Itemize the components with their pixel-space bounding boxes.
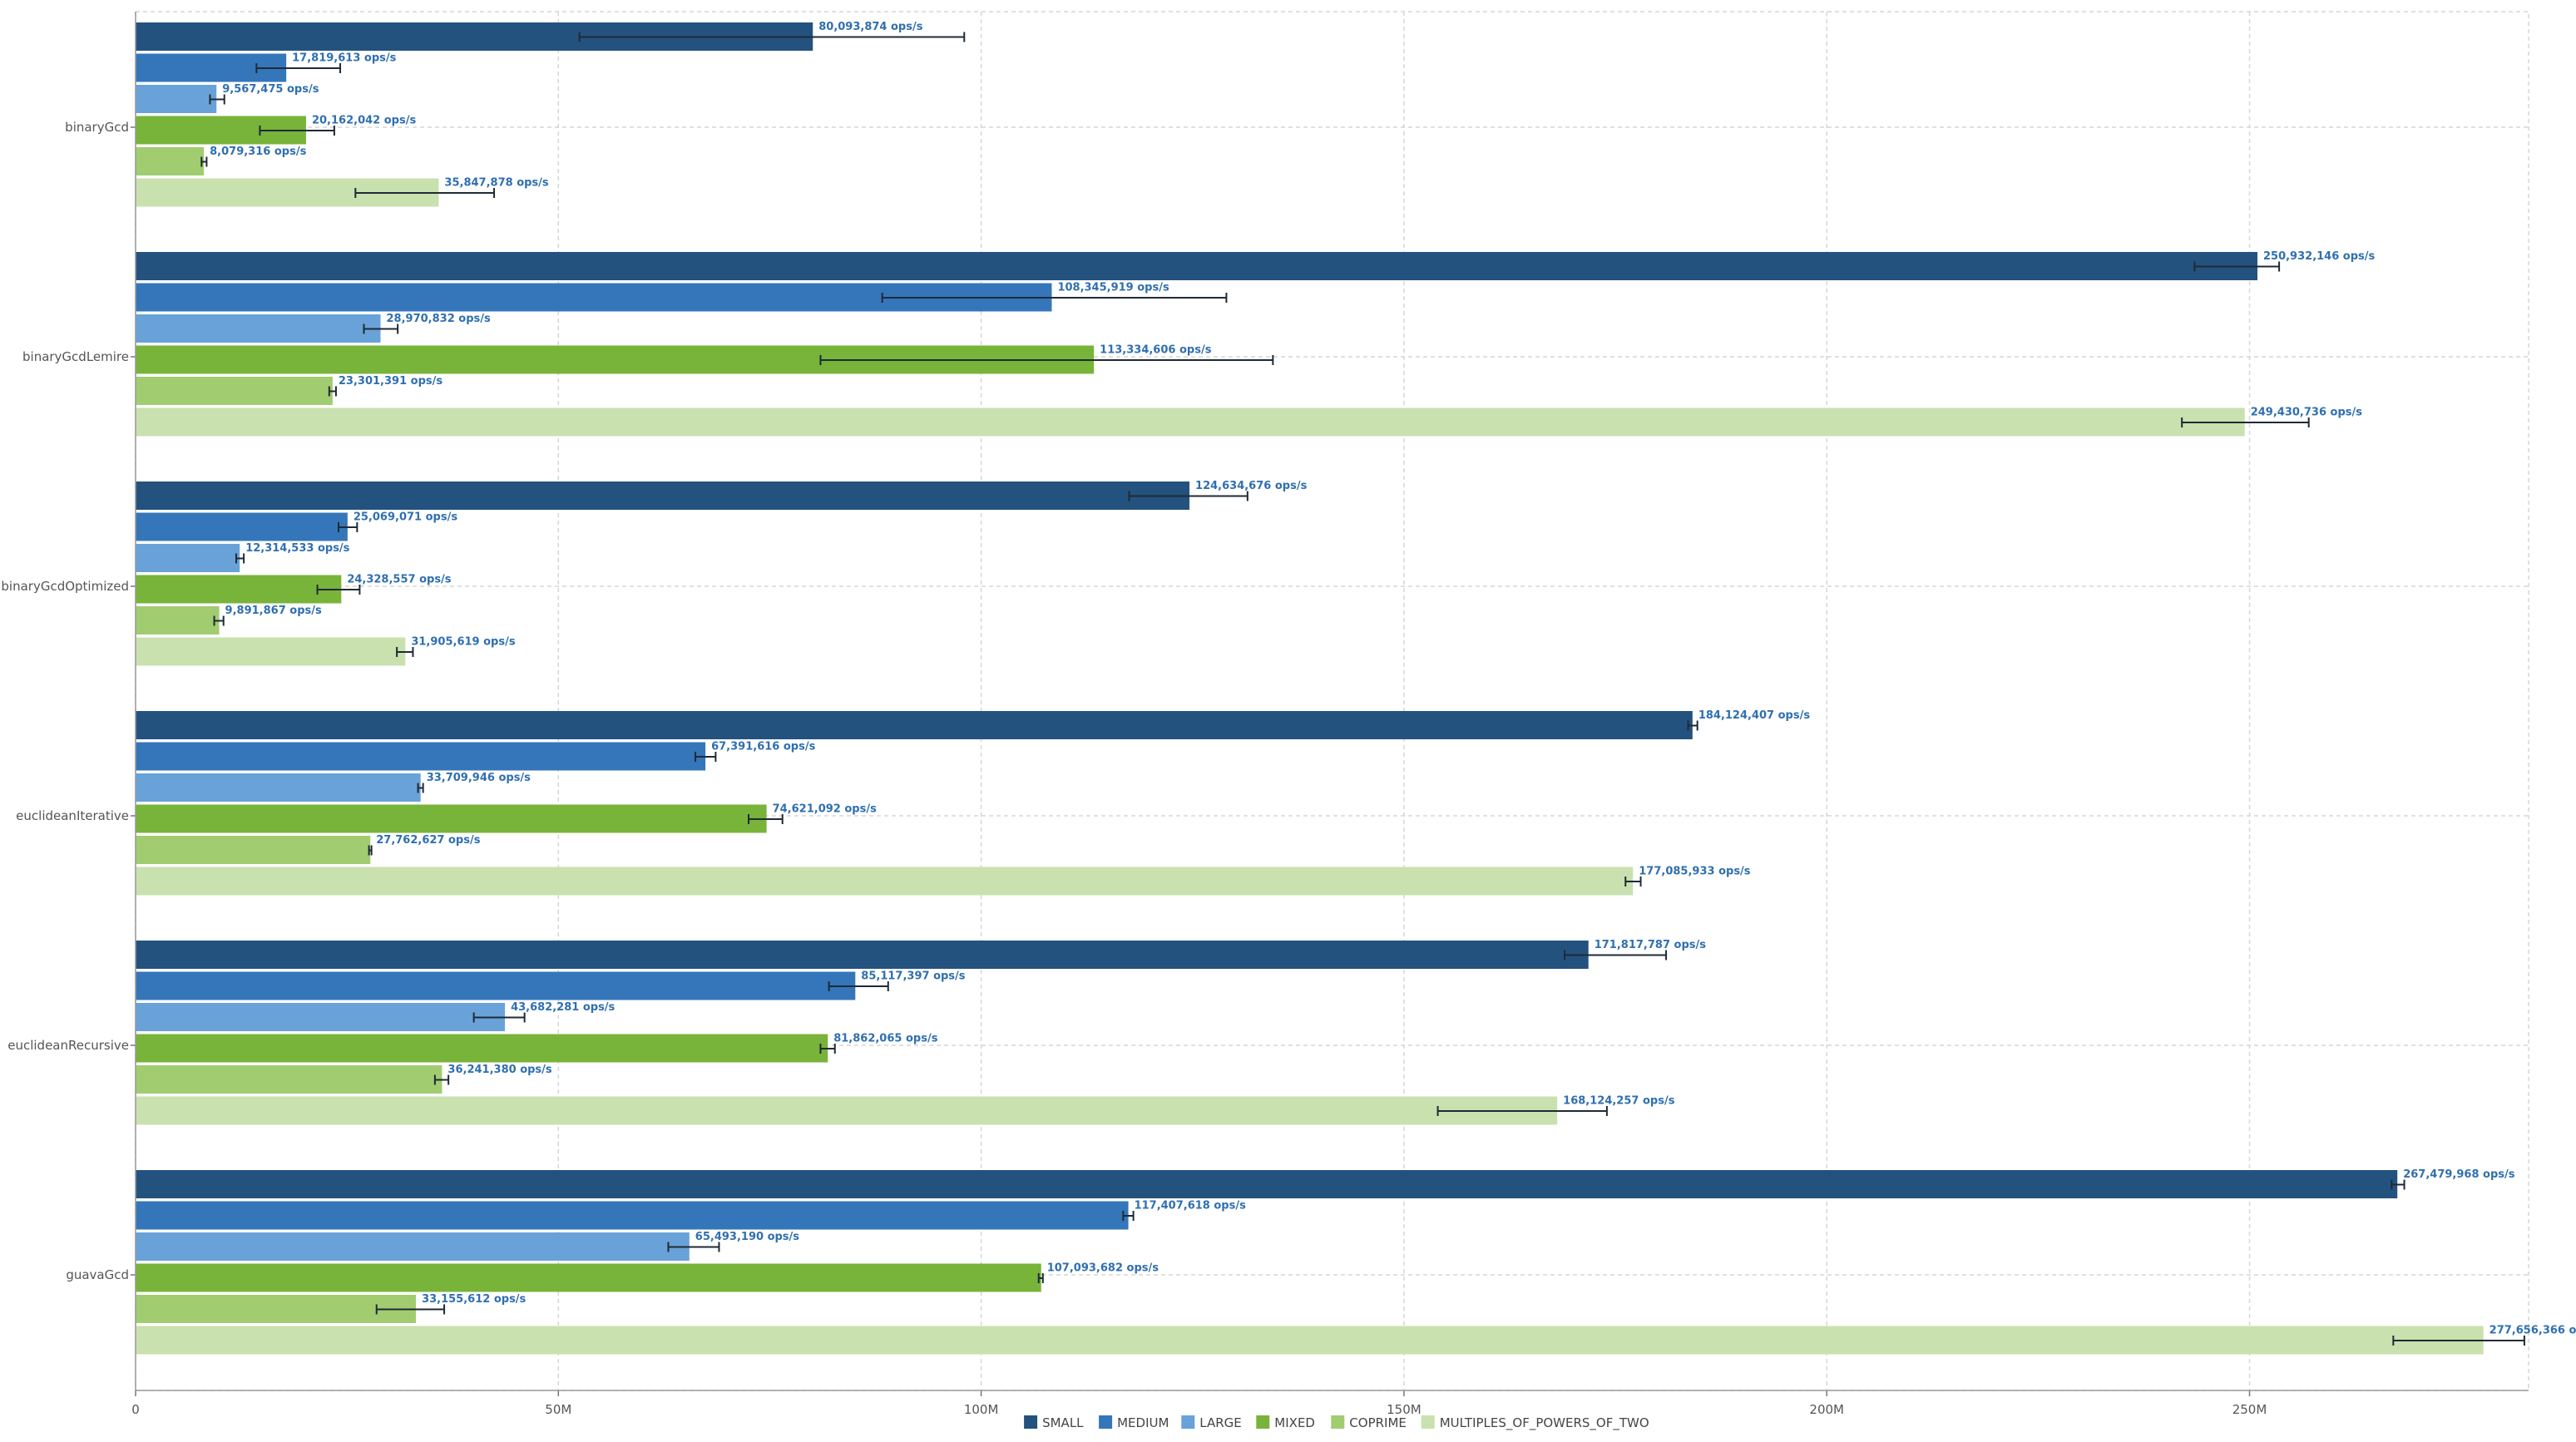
data-label: 277,656,366 ops/s	[2489, 1325, 2576, 1337]
x-tick-label: 100M	[964, 1402, 999, 1417]
bar	[136, 637, 406, 666]
data-label: 24,328,557 ops/s	[347, 574, 451, 586]
data-label: 17,819,613 ops/s	[292, 52, 396, 65]
category-label: binaryGcdLemire	[22, 349, 129, 364]
legend-label: MEDIUM	[1117, 1415, 1169, 1430]
data-label: 177,085,933 ops/s	[1639, 866, 1751, 878]
x-tick-label: 150M	[1387, 1402, 1421, 1417]
legend-swatch	[1024, 1415, 1038, 1429]
data-label: 33,155,612 ops/s	[422, 1293, 526, 1306]
bar	[136, 773, 421, 802]
bar	[136, 512, 348, 541]
bar	[136, 836, 371, 864]
axes: 0 50M 100M 150M 200M 250M binaryGcd binaryGcdLe…	[1, 12, 2529, 1417]
data-label: 43,682,281 ops/s	[511, 1001, 615, 1014]
data-label: 31,905,619 ops/s	[411, 636, 515, 649]
bar	[136, 941, 1589, 969]
bar	[136, 1201, 1129, 1230]
data-label: 28,970,832 ops/s	[387, 313, 491, 325]
legend-swatch	[1181, 1415, 1195, 1429]
x-tick-label: 200M	[1809, 1402, 1844, 1417]
data-label: 9,891,867 ops/s	[225, 605, 322, 617]
data-label: 184,124,407 ops/s	[1698, 709, 1811, 722]
data-label: 113,334,606 ops/s	[1100, 344, 1212, 357]
bar	[136, 867, 1634, 896]
data-label: 27,762,627 ops/s	[376, 834, 480, 847]
bar	[136, 1170, 2398, 1198]
data-label: 36,241,380 ops/s	[447, 1064, 551, 1076]
data-label: 267,479,968 ops/s	[2403, 1168, 2515, 1181]
bar	[136, 606, 220, 635]
x-tick-label: 250M	[2232, 1402, 2267, 1417]
bar	[136, 377, 333, 405]
category-label: binaryGcd	[65, 120, 129, 135]
data-label: 74,621,092 ops/s	[773, 803, 877, 816]
data-label: 65,493,190 ops/s	[695, 1231, 799, 1243]
bar	[136, 544, 240, 572]
legend-swatch	[1256, 1415, 1270, 1429]
legend-swatch	[1099, 1415, 1113, 1429]
bar	[136, 1263, 1041, 1292]
data-label: 117,407,618 ops/s	[1135, 1200, 1247, 1212]
bar	[136, 575, 342, 604]
bar	[136, 481, 1190, 510]
legend-swatch	[1331, 1415, 1345, 1429]
bar	[136, 1065, 443, 1094]
legend-swatch	[1421, 1415, 1435, 1429]
bar	[136, 407, 2245, 437]
data-label: 81,862,065 ops/s	[833, 1033, 937, 1045]
data-label: 67,391,616 ops/s	[711, 741, 815, 753]
bar	[136, 711, 1693, 739]
data-label: 249,430,736 ops/s	[2251, 407, 2363, 419]
bar	[136, 1096, 1558, 1125]
legend-label: COPRIME	[1349, 1415, 1407, 1430]
data-label: 80,093,874 ops/s	[818, 21, 922, 33]
category-label: euclideanIterative	[16, 808, 129, 823]
data-label: 168,124,257 ops/s	[1563, 1095, 1675, 1108]
category-label: euclideanRecursive	[7, 1038, 129, 1053]
bar	[136, 742, 706, 771]
bar	[136, 804, 767, 833]
legend-label: MULTIPLES_OF_POWERS_OF_TWO	[1440, 1415, 1649, 1431]
data-label: 33,709,946 ops/s	[427, 772, 531, 784]
legend-label: SMALL	[1042, 1415, 1084, 1430]
x-tick-label: 0	[131, 1402, 140, 1417]
bar	[136, 1326, 2484, 1355]
category-label: binaryGcdOptimized	[1, 579, 129, 594]
legend-label: LARGE	[1199, 1415, 1242, 1430]
bar	[136, 1003, 506, 1031]
bar	[136, 1034, 828, 1063]
data-label: 8,079,316 ops/s	[210, 146, 306, 158]
legend-label: MIXED	[1274, 1415, 1315, 1430]
bar	[136, 85, 217, 113]
legend: SMALL MEDIUM LARGE MIXED COPRIME MULTIPLES_OF…	[1024, 1415, 1649, 1431]
data-label: 12,314,533 ops/s	[245, 542, 349, 555]
data-label: 23,301,391 ops/s	[339, 375, 443, 388]
bar	[136, 147, 205, 175]
bar	[136, 1295, 417, 1323]
bars: 80,093,874 ops/s 17,819,613 ops/s 9,567,47…	[136, 21, 2576, 1355]
data-label: 25,069,071 ops/s	[354, 511, 457, 524]
data-label: 108,345,919 ops/s	[1057, 282, 1169, 294]
data-label: 85,117,397 ops/s	[861, 970, 965, 983]
category-label: guavaGcd	[66, 1267, 129, 1282]
data-label: 35,847,878 ops/s	[444, 177, 548, 190]
data-label: 250,932,146 ops/s	[2263, 250, 2376, 263]
data-label: 20,162,042 ops/s	[312, 115, 416, 127]
data-label: 9,567,475 ops/s	[222, 83, 319, 96]
bar	[136, 971, 856, 1000]
bar	[136, 1232, 690, 1261]
data-label: 124,634,676 ops/s	[1195, 480, 1308, 492]
bar	[136, 252, 2257, 280]
x-tick-label: 50M	[545, 1402, 571, 1417]
data-label: 107,093,682 ops/s	[1047, 1262, 1159, 1275]
bar	[136, 314, 381, 343]
data-label: 171,817,787 ops/s	[1595, 939, 1707, 951]
